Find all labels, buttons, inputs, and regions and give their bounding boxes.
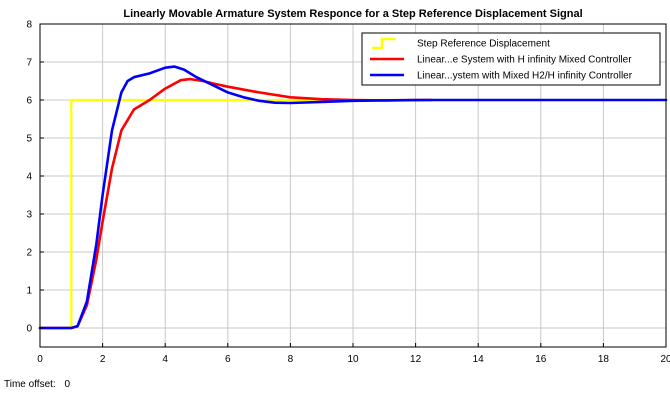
y-tick-label: 0 bbox=[26, 324, 32, 335]
x-tick-label: 16 bbox=[535, 354, 547, 365]
legend-label-1: Step Reference Displacement bbox=[417, 39, 550, 50]
time-offset-label: Time offset: bbox=[4, 379, 56, 390]
x-tick-label: 2 bbox=[100, 354, 106, 365]
x-tick-label: 6 bbox=[225, 354, 231, 365]
legend-marker-1 bbox=[372, 37, 396, 50]
y-tick-label: 8 bbox=[26, 20, 32, 31]
x-tick-label: 10 bbox=[347, 354, 359, 365]
x-tick-label: 4 bbox=[162, 354, 168, 365]
x-tick-label: 20 bbox=[660, 354, 670, 365]
plot-border bbox=[39, 23, 667, 348]
legend-label-3: Linear...ystem with Mixed H2/H infinity … bbox=[417, 71, 633, 82]
y-tick-label: 3 bbox=[26, 210, 32, 221]
x-tick-label: 8 bbox=[288, 354, 294, 365]
x-tick-label: 0 bbox=[37, 354, 43, 365]
y-tick-label: 6 bbox=[26, 96, 32, 107]
x-tick-label: 18 bbox=[598, 354, 610, 365]
y-tick-label: 7 bbox=[26, 58, 32, 69]
x-tick-label: 12 bbox=[410, 354, 422, 365]
y-tick-label: 4 bbox=[26, 172, 32, 183]
chart-title: Linearly Movable Armature System Responc… bbox=[123, 8, 582, 20]
series-line-3 bbox=[38, 65, 668, 330]
y-tick-label: 1 bbox=[26, 286, 32, 297]
x-tick-label: 14 bbox=[473, 354, 485, 365]
y-tick-label: 2 bbox=[26, 248, 32, 259]
series-line-2 bbox=[38, 77, 433, 330]
y-tick-label: 5 bbox=[26, 134, 32, 145]
time-offset-value: 0 bbox=[64, 379, 71, 390]
legend-box bbox=[361, 32, 661, 86]
time-offset-readout: Time offset: 0 bbox=[4, 379, 70, 390]
legend-label-2: Linear...e System with H infinity Mixed … bbox=[417, 55, 632, 66]
